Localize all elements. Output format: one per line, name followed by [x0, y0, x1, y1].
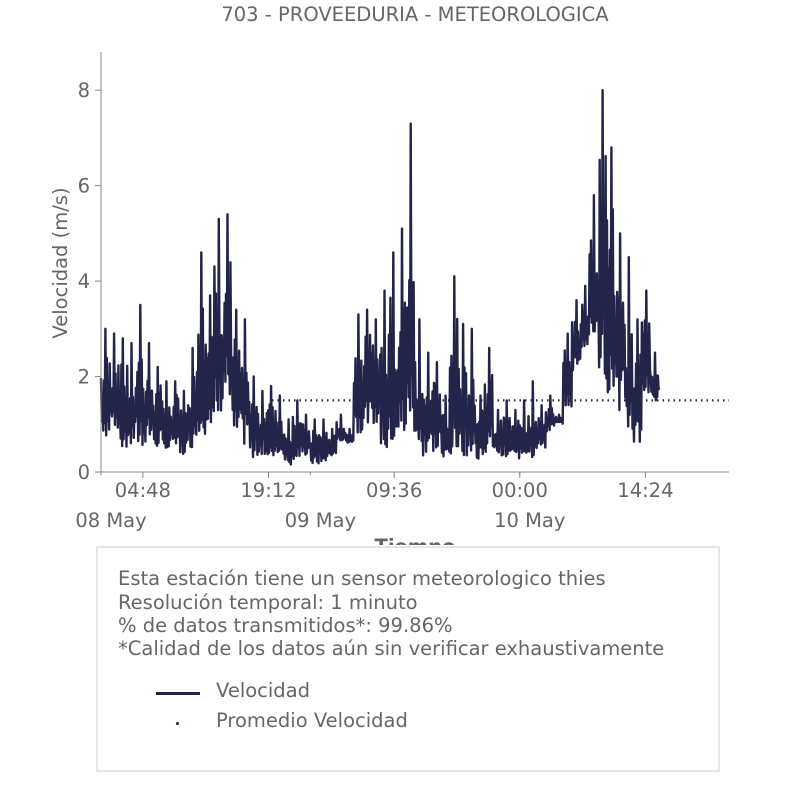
- data-quality-note: *Calidad de los datos aún sin verificar …: [118, 637, 665, 660]
- x-day-label: 08 May: [75, 509, 146, 532]
- series-layer: [99, 88, 729, 466]
- y-axis-label: Velocidad (m/s): [49, 187, 72, 338]
- x-tick-label: 09:36: [366, 479, 422, 502]
- x-axis-label: Tiempo: [375, 535, 456, 545]
- y-tick-label: 2: [78, 366, 90, 389]
- x-tick-label: 04:48: [115, 479, 171, 502]
- x-ticks: 04:48 19:12 09:36 00:00 14:24 08 May 09 May 10 …: [75, 472, 673, 532]
- temporal-resolution-text: Resolución temporal: 1 minuto: [118, 591, 418, 614]
- legend-label-promedio: Promedio Velocidad: [216, 709, 408, 732]
- data-transmitted-text: % de datos transmitidos*: 99.86%: [118, 614, 453, 637]
- y-tick-label: 4: [78, 270, 90, 293]
- legend-swatch-line: [156, 692, 200, 695]
- station-sensor-text: Esta estación tiene un sensor meteorolog…: [118, 567, 606, 590]
- y-tick-label: 0: [78, 461, 90, 484]
- y-tick-label: 8: [78, 79, 90, 102]
- legend-swatch-dot: [176, 722, 179, 725]
- chart-title: 703 - PROVEEDURIA - METEOROLOGICA: [221, 3, 609, 26]
- info-box: Esta estación tiene un sensor meteorolog…: [96, 546, 720, 772]
- x-day-label: 10 May: [494, 509, 565, 532]
- y-ticks: 0 2 4 6 8: [78, 79, 101, 484]
- series-line-velocidad: [99, 88, 660, 466]
- chart: 703 - PROVEEDURIA - METEOROLOGICA Veloci…: [49, 3, 729, 545]
- x-day-label: 09 May: [285, 509, 356, 532]
- x-tick-label: 00:00: [492, 479, 548, 502]
- x-tick-label: 14:24: [617, 479, 673, 502]
- legend-label-velocidad: Velocidad: [216, 679, 311, 702]
- x-tick-label: 19:12: [240, 479, 296, 502]
- y-tick-label: 6: [78, 175, 90, 198]
